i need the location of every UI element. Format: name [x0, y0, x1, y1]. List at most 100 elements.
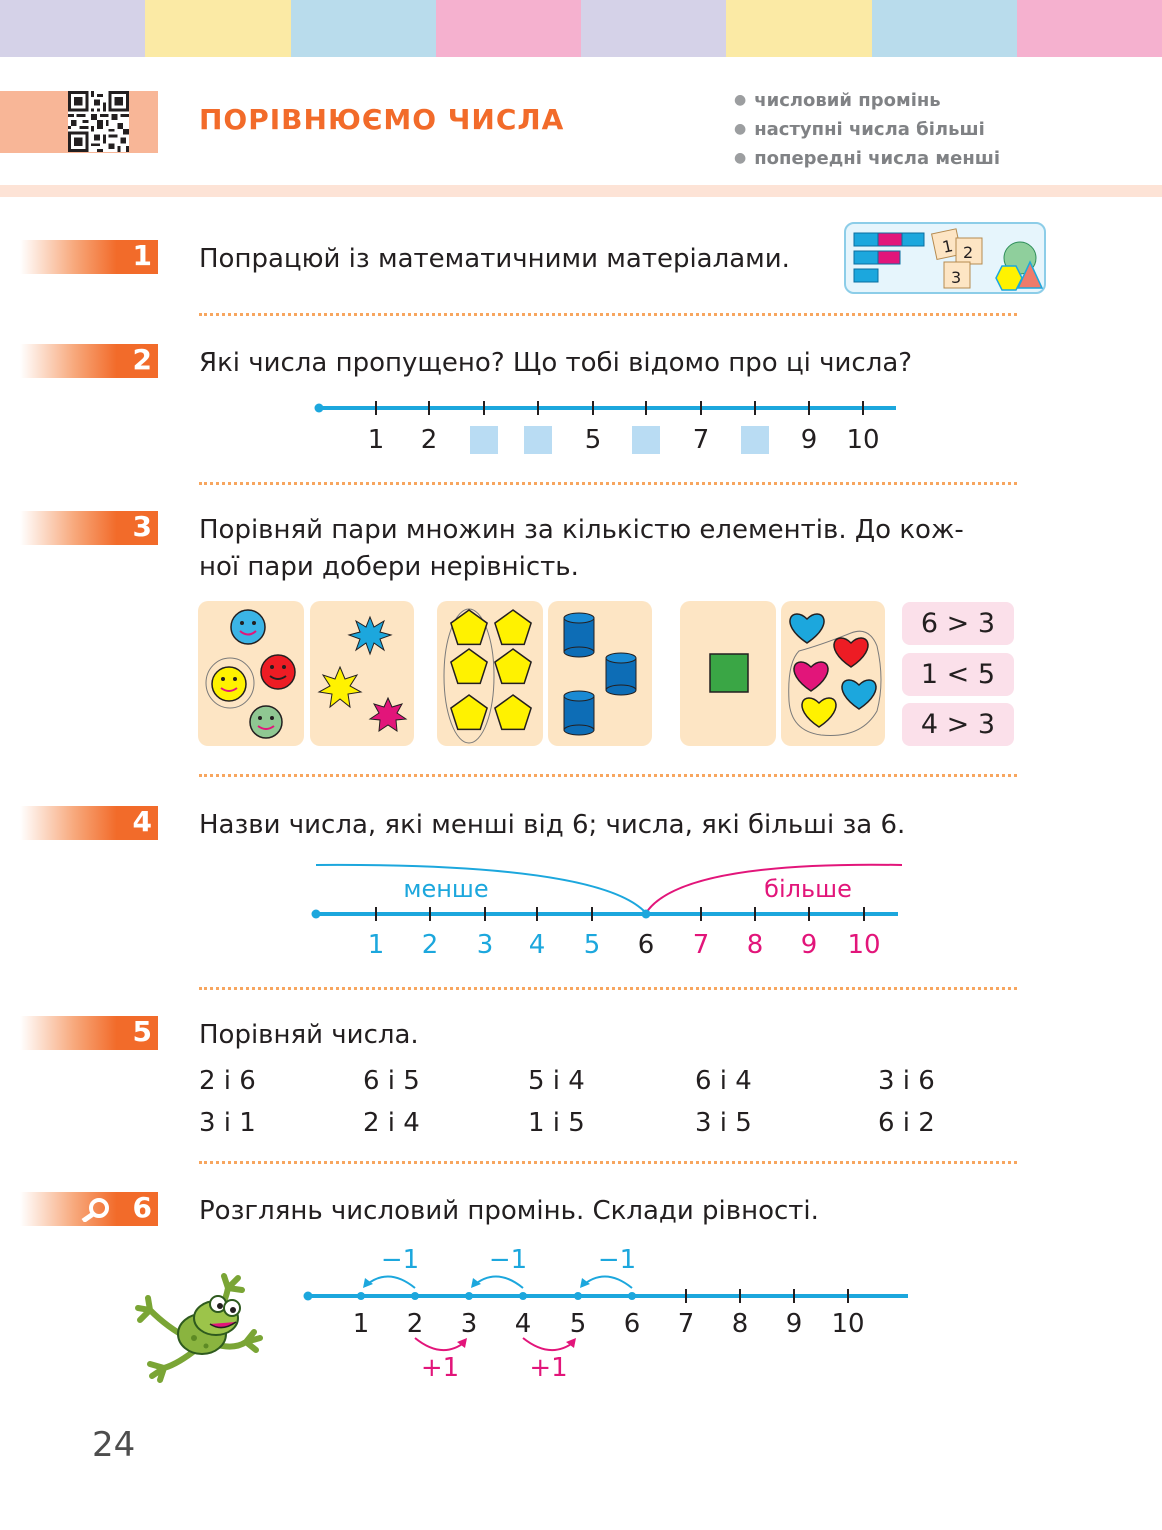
number-label: 9	[801, 425, 818, 455]
task-number: 1	[132, 239, 152, 272]
color-stripe	[0, 0, 147, 57]
number-label: 3	[477, 930, 494, 960]
smiley-icon	[260, 654, 296, 690]
compare-pair: 3 і 1	[199, 1108, 256, 1138]
heart-icon	[841, 679, 877, 710]
number-label: 2	[421, 425, 438, 455]
section-divider	[199, 1161, 1017, 1164]
set-smileys	[198, 601, 304, 746]
color-stripe	[726, 0, 873, 57]
task-number-tab: 4	[20, 805, 158, 840]
missing-number-box[interactable]	[470, 426, 498, 454]
number-label: 9	[786, 1309, 803, 1339]
number-label: 7	[693, 425, 710, 455]
number-label: 5	[585, 425, 602, 455]
pentagon-icon	[494, 609, 532, 646]
number-label: 7	[678, 1309, 695, 1339]
number-label: 10	[847, 930, 880, 960]
set-square	[680, 601, 776, 746]
cylinder-icon	[563, 612, 595, 658]
number-label: 4	[515, 1309, 532, 1339]
frog-illustration	[135, 1273, 263, 1383]
less-label: менше	[403, 875, 488, 903]
color-stripe	[290, 0, 437, 57]
minus-arc	[472, 1275, 524, 1289]
task-number: 4	[132, 805, 152, 838]
inequality-card[interactable]: 1 < 5	[902, 653, 1014, 696]
compare-pair: 6 і 5	[363, 1066, 420, 1096]
cylinder-icon	[605, 652, 637, 696]
number-card-1: 1	[941, 236, 955, 257]
section-divider	[199, 313, 1017, 316]
number-label: 8	[732, 1309, 749, 1339]
compare-pair: 5 і 4	[528, 1066, 585, 1096]
pentagon-icon	[450, 609, 488, 646]
number-card-3: 3	[951, 268, 961, 287]
task-number: 6	[132, 1191, 152, 1224]
minus-one-label: −1	[598, 1245, 636, 1275]
inequality-card[interactable]: 4 > 3	[902, 703, 1014, 746]
plus-arc	[414, 1337, 466, 1351]
topic-tag: наступні числа більші	[734, 115, 1000, 144]
number-label: 7	[693, 930, 710, 960]
color-stripe	[435, 0, 582, 57]
task-number: 3	[132, 510, 152, 543]
task-4-text: Назви числа, які менші від 6; числа, які…	[199, 810, 906, 840]
compare-pair: 3 і 5	[695, 1108, 752, 1138]
plus-arc	[522, 1337, 575, 1351]
task-2-text: Які числа пропущено? Що тобі відомо про …	[199, 348, 913, 378]
color-stripe	[1016, 0, 1162, 57]
number-label: 1	[353, 1309, 370, 1339]
point	[574, 1292, 582, 1300]
topic-tag: числовий промінь	[734, 86, 1000, 115]
compare-pair: 6 і 4	[695, 1066, 752, 1096]
plus-one-label: +1	[421, 1353, 459, 1383]
color-stripe	[581, 0, 728, 57]
task-number-tab: 2	[20, 343, 158, 378]
number-label: 6	[624, 1309, 641, 1339]
math-materials-icon[interactable]: 1 2 3	[844, 222, 1046, 294]
topic-tags: числовий промінь наступні числа більші п…	[734, 86, 1000, 173]
cylinder-icon	[563, 690, 595, 736]
set-pentagons	[437, 601, 543, 746]
task-1-text: Попрацюй із математичними матеріалами.	[199, 244, 790, 274]
color-stripe	[145, 0, 292, 57]
magnifier-icon	[81, 1198, 109, 1222]
arrow-head-icon	[363, 1278, 373, 1288]
heart-icon	[793, 661, 829, 692]
star-icon	[347, 615, 393, 656]
number-label: 4	[529, 930, 546, 960]
task-number-tab: 1	[20, 239, 158, 274]
task-6-text: Розглянь числовий промінь. Склади рівнос…	[199, 1196, 819, 1226]
number-line-less-more: менше більше 1 2 3 4 5 6 7 8 9 10	[311, 863, 903, 960]
number-label: 9	[801, 930, 818, 960]
section-divider	[199, 987, 1017, 990]
missing-number-box[interactable]	[524, 426, 552, 454]
number-label: 2	[407, 1309, 424, 1339]
number-label: 8	[747, 930, 764, 960]
pentagon-icon	[450, 648, 488, 685]
number-label: 3	[461, 1309, 478, 1339]
number-label: 1	[368, 930, 385, 960]
plus-one-label: +1	[529, 1353, 567, 1383]
task-number: 2	[132, 343, 152, 376]
pentagon-icon	[494, 694, 532, 731]
qr-code[interactable]	[68, 91, 129, 152]
section-divider	[199, 774, 1017, 777]
header-divider	[0, 185, 1162, 197]
task-number-tab: 6	[20, 1191, 158, 1226]
number-label: 10	[846, 425, 879, 455]
pentagon-icon	[450, 694, 488, 731]
missing-number-box[interactable]	[632, 426, 660, 454]
arrow-head-icon	[566, 1338, 576, 1348]
number-label: 5	[584, 930, 601, 960]
section-divider	[199, 482, 1017, 485]
task-number-tab: 5	[20, 1015, 158, 1050]
page-number: 24	[92, 1425, 136, 1465]
number-label: 6	[638, 930, 655, 960]
inequality-card[interactable]: 6 > 3	[902, 602, 1014, 645]
task-3-line-1: Порівняй пари множин за кількістю елемен…	[199, 515, 964, 545]
more-label: більше	[764, 875, 852, 903]
compare-pair: 6 і 2	[878, 1108, 935, 1138]
missing-number-box[interactable]	[741, 426, 769, 454]
